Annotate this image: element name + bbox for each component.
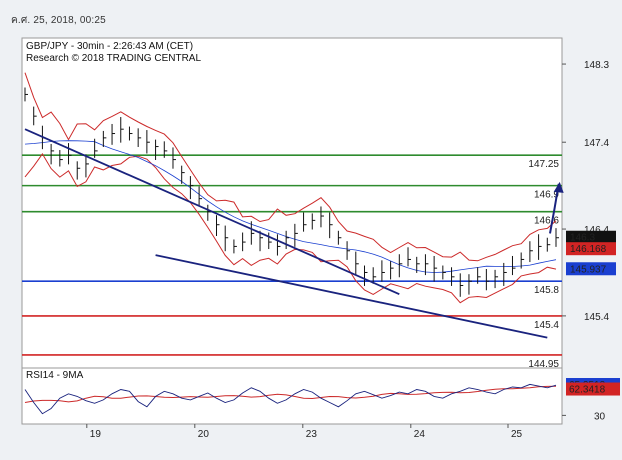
- rsi-y-tick-label: 30: [594, 411, 606, 422]
- level-label: 145.4: [534, 320, 559, 331]
- level-label: 145.8: [534, 285, 559, 296]
- upper-band: [24, 72, 557, 262]
- x-tick-label: 25: [511, 429, 523, 440]
- rsi-layer: 3065.251362.3418: [24, 378, 620, 422]
- y-tick-label: 146.4: [584, 225, 609, 236]
- lower-band: [24, 152, 557, 304]
- y-tick-label: 147.4: [584, 138, 609, 149]
- main-panel: [21, 37, 563, 369]
- rsi-title: RSI14 - 9MA: [26, 370, 84, 381]
- moving-average: [24, 140, 557, 273]
- level-label: 146.9: [534, 190, 559, 201]
- price-tag-label: 146.3: [570, 233, 595, 244]
- channel-lower-line: [155, 254, 548, 339]
- x-tick-label: 24: [414, 429, 426, 440]
- chart-subtitle: Research © 2018 TRADING CENTRAL: [26, 53, 201, 64]
- projection-arrow-head: [553, 181, 564, 193]
- level-label: 146.6: [534, 216, 559, 227]
- price-tag-label: 146.168: [570, 244, 607, 255]
- chart-title: GBP/JPY - 30min - 2:26:43 AM (CET): [26, 41, 193, 52]
- timestamp: ค.ศ. 25, 2018, 00:25: [11, 15, 106, 26]
- x-tick-label: 19: [90, 429, 102, 440]
- x-tick-label: 23: [306, 429, 318, 440]
- channel-upper-line: [24, 128, 400, 296]
- rsi-line: [24, 383, 557, 415]
- y-tick-label: 148.3: [584, 60, 609, 71]
- price-tag-label: 145.937: [570, 264, 607, 275]
- level-label: 147.25: [528, 159, 559, 170]
- main-layer: 148.3 147.4 146.4 145.4 147.25 146.9 146.6 145.…: [22, 60, 616, 440]
- price-tag: [566, 262, 616, 276]
- price-tag: [566, 230, 616, 244]
- timestamp-bar: ค.ศ. 25, 2018, 00:25: [0, 0, 622, 28]
- level-label: 144.95: [528, 359, 559, 370]
- rsi-ma-line: [24, 385, 557, 403]
- rsi-value-tag-label: 62.3418: [569, 385, 606, 396]
- x-tick-label: 20: [198, 429, 210, 440]
- y-tick-label: 145.4: [584, 312, 609, 323]
- rsi-value-tag: [566, 382, 620, 396]
- price-tag: [566, 242, 616, 256]
